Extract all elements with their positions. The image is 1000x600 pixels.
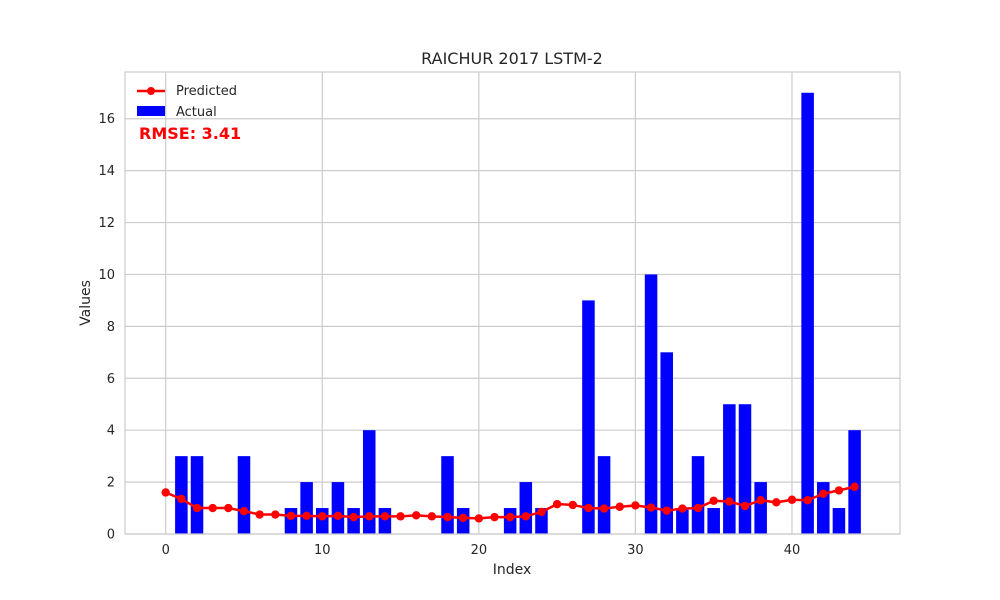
predicted-point	[239, 506, 249, 516]
predicted-point	[584, 503, 593, 513]
predicted-point	[725, 497, 734, 506]
predicted-point	[474, 514, 484, 523]
x-tick-label: 30	[627, 543, 644, 558]
predicted-point	[255, 510, 264, 519]
predicted-point	[678, 504, 687, 513]
predicted-point	[834, 486, 844, 495]
predicted-point	[819, 489, 828, 498]
plot-frame	[124, 71, 901, 535]
predicted-point	[380, 512, 390, 521]
actual-bar	[331, 482, 345, 534]
actual-bar	[738, 404, 752, 534]
y-tick-label: 0	[107, 528, 115, 543]
rmse-annotation: RMSE: 3.41	[139, 124, 241, 143]
y-tick-label: 6	[107, 372, 115, 387]
predicted-point	[615, 502, 624, 511]
predicted-point	[803, 496, 812, 505]
actual-bar	[237, 456, 251, 534]
predicted-point	[756, 496, 765, 505]
actual-bar	[441, 456, 454, 534]
y-tick-label: 12	[98, 216, 115, 231]
legend: Predicted Actual	[137, 84, 237, 120]
x-tick-label: 20	[471, 543, 488, 558]
y-tick-label: 8	[107, 320, 115, 335]
y-tick-label: 2	[107, 476, 115, 491]
predicted-point	[740, 501, 750, 511]
predicted-line	[161, 482, 859, 523]
predicted-point	[396, 512, 405, 521]
legend-predicted-dot-marker	[147, 87, 155, 95]
predicted-point	[552, 499, 562, 509]
actual-bar	[801, 92, 814, 535]
predicted-point	[271, 510, 280, 519]
legend-predicted-label: Predicted	[176, 84, 237, 99]
actual-bar	[707, 508, 720, 534]
y-axis-label: Values	[78, 280, 94, 326]
predicted-point	[427, 512, 437, 521]
x-tick-label: 0	[162, 543, 170, 558]
predicted-point	[333, 511, 343, 521]
predicted-point	[599, 504, 609, 513]
predicted-point	[192, 503, 202, 513]
y-tick-label: 14	[98, 164, 115, 179]
y-tick-label: 10	[98, 268, 115, 283]
predicted-point	[365, 512, 374, 521]
predicted-point	[412, 511, 421, 520]
predicted-point	[208, 503, 217, 513]
predicted-point	[177, 494, 186, 504]
predicted-point	[646, 503, 656, 512]
predicted-point	[568, 500, 577, 510]
predicted-point	[772, 498, 781, 507]
predicted-point	[286, 511, 296, 521]
predicted-point	[662, 506, 671, 515]
predicted-point	[443, 512, 452, 522]
actual-bar	[660, 352, 673, 534]
plot-area	[125, 72, 900, 534]
actual-bar	[378, 508, 392, 534]
actual-bar	[300, 482, 313, 534]
predicted-point	[850, 482, 859, 491]
x-tick-label: 40	[784, 543, 801, 558]
predicted-point	[631, 501, 640, 510]
actual-bar	[316, 508, 329, 534]
actual-bar	[519, 482, 533, 534]
predicted-point	[521, 512, 531, 521]
predicted-point	[693, 503, 703, 513]
predicted-point	[505, 512, 515, 522]
x-tick-label: 10	[314, 543, 331, 558]
predicted-point	[537, 507, 546, 517]
predicted-point	[349, 512, 358, 522]
actual-bar	[691, 456, 705, 534]
predicted-point	[224, 503, 233, 513]
predicted-point	[302, 511, 311, 521]
actual-bar	[597, 456, 611, 534]
x-tick-labels: 0 10 20 30 40	[162, 543, 801, 558]
predicted-point	[490, 512, 499, 522]
predicted-point	[458, 513, 468, 523]
actual-bar	[754, 482, 767, 534]
x-axis-label: Index	[493, 562, 532, 578]
predicted-point	[709, 496, 718, 505]
y-tick-labels: 0 2 4 6 8 10 12 14 16	[98, 112, 115, 542]
actual-bar	[832, 508, 846, 534]
legend-actual-marker	[137, 106, 165, 116]
actual-bar	[848, 430, 861, 534]
actual-bar	[676, 508, 689, 534]
legend-actual-label: Actual	[176, 105, 217, 120]
grid-lines	[125, 72, 900, 535]
predicted-point	[161, 488, 170, 497]
predicted-point	[787, 495, 797, 504]
y-tick-label: 4	[107, 424, 115, 439]
predicted-point	[318, 512, 327, 521]
y-tick-label: 16	[98, 112, 115, 127]
actual-bar	[723, 404, 736, 534]
actual-bar	[362, 430, 376, 534]
chart-title: RAICHUR 2017 LSTM-2	[421, 49, 603, 68]
actual-bar	[190, 456, 204, 534]
actual-bar	[644, 274, 658, 534]
actual-bar	[582, 300, 595, 534]
